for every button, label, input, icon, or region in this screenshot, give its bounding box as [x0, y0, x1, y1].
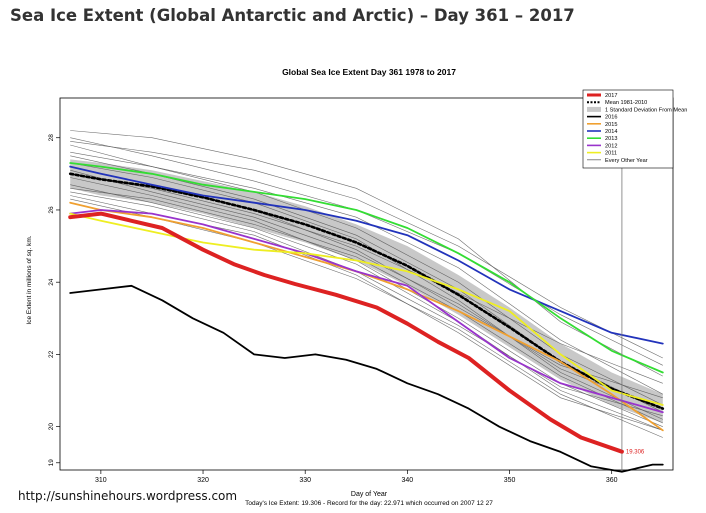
other-year-line-1	[70, 130, 663, 377]
legend-label-2014: 2014	[605, 129, 617, 135]
x-tick-label-330: 330	[299, 477, 311, 484]
chart-title: Global Sea Ice Extent Day 361 1978 to 20…	[282, 67, 456, 77]
other-year-line-13	[70, 141, 663, 359]
series-line-2011	[69, 212, 664, 406]
x-tick-label-320: 320	[197, 477, 209, 484]
page-title: Sea Ice Extent (Global Antarctic and Arc…	[10, 6, 575, 25]
other-year-line-6	[70, 162, 663, 420]
legend-label-2017: 2017	[605, 93, 617, 99]
end-point-marker	[620, 450, 624, 454]
x-tick-label-340: 340	[402, 477, 414, 484]
y-tick-label-24: 24	[48, 278, 55, 286]
other-year-line-14	[70, 169, 663, 409]
chart-caption: Today's Ice Extent: 19.306 - Record for …	[245, 500, 493, 507]
legend-label-every-other-year: Every Other Year	[605, 158, 648, 164]
x-tick-label-310: 310	[95, 477, 107, 484]
series-line-2014	[69, 165, 664, 345]
y-tick-label-22: 22	[48, 350, 55, 358]
x-tick-label-360: 360	[606, 477, 618, 484]
series-line-2013	[69, 162, 664, 374]
legend-swatch-1-standard-deviation-from-mean	[587, 106, 601, 112]
plot-area: 19.306 310 320 330 340 350 360 19 20 22 24 26 28	[48, 97, 674, 484]
other-year-line-15	[70, 188, 663, 424]
legend-label-2011: 2011	[605, 151, 617, 157]
plot-frame	[59, 97, 674, 471]
y-tick-label-19: 19	[48, 459, 55, 467]
series-line-2012	[69, 209, 664, 414]
legend-label-2013: 2013	[605, 136, 617, 142]
source-url: http://sunshinehours.wordpress.com	[18, 489, 238, 503]
legend-label-1-standard-deviation-from-mean: 1 Standard Deviation From Mean	[605, 107, 687, 113]
other-year-line-8	[70, 173, 663, 384]
y-tick-label-20: 20	[48, 423, 55, 431]
y-tick-label-26: 26	[48, 206, 55, 214]
legend-label-2016: 2016	[605, 115, 617, 121]
series-line-2017	[68, 211, 624, 454]
series-line-2016	[69, 284, 664, 473]
end-value-label: 19.306	[626, 450, 645, 456]
legend-label-2015: 2015	[605, 122, 617, 128]
x-axis-label: Day of Year	[351, 491, 388, 498]
other-year-line-10	[70, 184, 663, 431]
y-axis-label: Ice Extent in millions of sq. km.	[26, 235, 33, 324]
y-tick-label-28: 28	[48, 134, 55, 142]
legend-label-2012: 2012	[605, 143, 617, 149]
legend-label-mean-1981-2010: Mean 1981-2010	[605, 100, 647, 106]
x-tick-label-350: 350	[504, 477, 516, 484]
